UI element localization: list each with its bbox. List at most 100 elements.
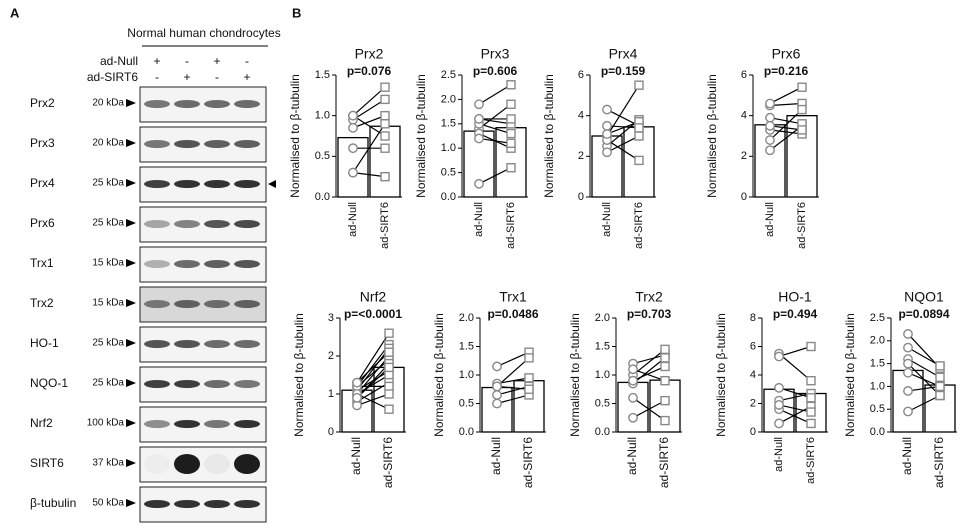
kda-arrow xyxy=(126,339,136,347)
point xyxy=(492,390,502,400)
y-tick-label: 0.5 xyxy=(459,397,474,409)
point xyxy=(806,418,816,429)
kda-label: 15 kDa xyxy=(92,298,124,309)
point xyxy=(352,392,362,403)
x-tick-label: ad-SIRT6 xyxy=(796,202,808,249)
pair-line xyxy=(352,98,386,121)
point xyxy=(903,329,913,339)
point xyxy=(602,129,612,139)
y-tick-label: 1.5 xyxy=(459,340,474,352)
y-tick-label: 2.5 xyxy=(441,69,456,81)
y-axis-label: Normalised to β-tubulin xyxy=(542,74,556,198)
point xyxy=(765,135,775,145)
point xyxy=(602,147,612,158)
band xyxy=(144,180,170,188)
y-tick-label: 2.0 xyxy=(441,93,456,105)
p-value: p=0.0486 xyxy=(487,307,538,321)
y-tick-label: 6 xyxy=(741,69,747,81)
band xyxy=(234,380,260,388)
point xyxy=(384,404,394,414)
y-tick-label: 2.0 xyxy=(870,335,885,347)
band xyxy=(144,380,170,388)
p-value: p=0.494 xyxy=(773,307,818,321)
band xyxy=(204,454,230,474)
blot-label: Prx2 xyxy=(30,96,55,110)
y-tick-label: 4 xyxy=(750,369,756,381)
condition-sign: - xyxy=(185,54,189,68)
blot-label: Trx1 xyxy=(30,256,54,270)
point xyxy=(384,362,394,373)
point xyxy=(935,361,945,371)
point xyxy=(806,376,816,386)
band xyxy=(174,100,200,108)
kda-arrow xyxy=(126,179,136,187)
y-tick-label: 4 xyxy=(741,110,747,122)
condition-sign: - xyxy=(155,70,159,84)
bar xyxy=(754,124,786,198)
condition-label: ad-Null xyxy=(100,54,138,68)
kda-label: 37 kDa xyxy=(92,458,124,469)
p-value: p=0.0894 xyxy=(898,307,949,321)
pair-line xyxy=(778,353,812,382)
point xyxy=(384,328,394,338)
point xyxy=(628,375,638,386)
band xyxy=(234,340,260,348)
band xyxy=(174,420,200,428)
point xyxy=(634,155,644,166)
pair-line xyxy=(769,125,803,131)
point xyxy=(634,131,644,141)
point xyxy=(774,351,784,362)
y-tick-label: 1.0 xyxy=(315,110,330,122)
p-value: p=0.159 xyxy=(601,64,646,78)
pair-line xyxy=(356,332,390,383)
y-axis-label: Normalised to β-tubulin xyxy=(705,74,719,198)
pair-line xyxy=(352,123,386,173)
condition-label: ad-SIRT6 xyxy=(87,70,138,84)
band xyxy=(234,260,260,268)
pair-line xyxy=(356,374,390,395)
band xyxy=(174,180,200,188)
x-tick-label: ad-Null xyxy=(349,437,363,475)
point xyxy=(474,178,484,189)
point xyxy=(797,82,807,92)
point xyxy=(774,382,784,393)
point xyxy=(774,418,784,429)
pair-line xyxy=(606,135,640,153)
y-tick-label: 1.5 xyxy=(595,340,610,352)
pair-line xyxy=(907,372,941,387)
y-tick-label: 2 xyxy=(578,150,584,162)
point xyxy=(384,370,394,380)
x-tick-label: ad-Null xyxy=(773,437,785,472)
pair-line xyxy=(778,387,812,399)
point xyxy=(474,99,484,110)
pair-line xyxy=(478,103,512,130)
kda-label: 15 kDa xyxy=(92,258,124,269)
bar xyxy=(617,381,649,433)
panel-label: B xyxy=(292,5,301,20)
pair-line xyxy=(496,385,530,390)
y-tick-label: 2 xyxy=(741,150,747,162)
point xyxy=(506,138,516,149)
point xyxy=(524,353,534,363)
band xyxy=(204,260,230,268)
pair-line xyxy=(478,123,512,135)
pair-line xyxy=(352,172,386,178)
point xyxy=(806,341,816,352)
band xyxy=(204,420,230,428)
pair-line xyxy=(478,84,512,105)
y-axis-label: Normalised to β-tubulin xyxy=(843,313,857,437)
pair-line xyxy=(606,125,640,129)
pair-line xyxy=(356,366,390,399)
p-value: p=0.606 xyxy=(473,64,518,78)
point xyxy=(660,415,670,426)
blot-label: HO-1 xyxy=(30,336,59,350)
pair-line xyxy=(478,137,512,144)
pair-line xyxy=(907,347,941,367)
band xyxy=(204,380,230,388)
x-tick-label: ad-SIRT6 xyxy=(657,437,671,488)
pair-line xyxy=(632,368,666,382)
blot-label: SIRT6 xyxy=(30,456,64,470)
x-tick-label: ad-Null xyxy=(900,437,914,475)
p-value: p=0.076 xyxy=(347,64,392,78)
